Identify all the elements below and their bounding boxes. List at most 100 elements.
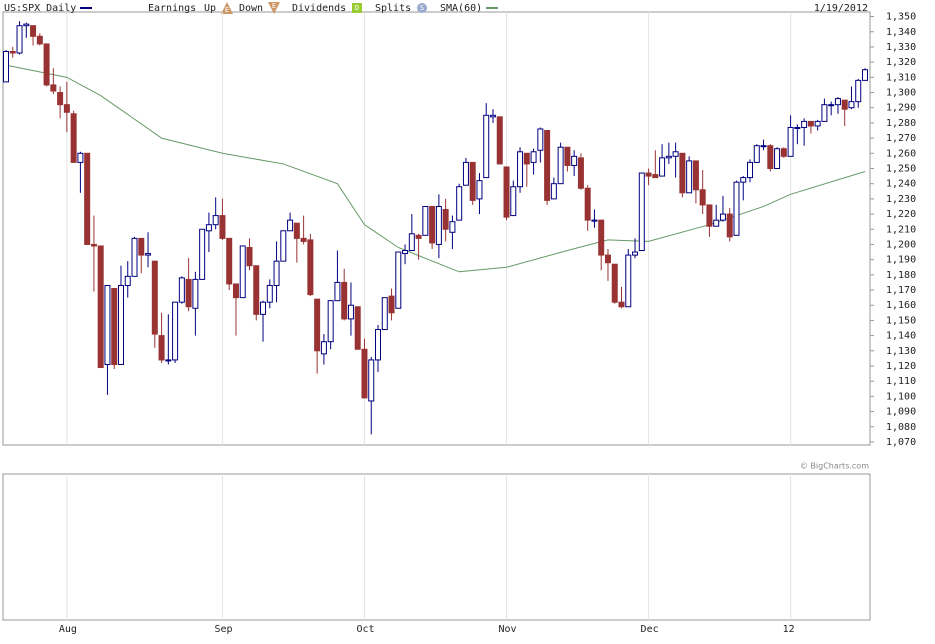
candle-body [314, 298, 321, 352]
candle-body [625, 254, 632, 308]
candle-body [395, 251, 402, 309]
candle-body [442, 209, 449, 230]
candle-body [469, 161, 476, 201]
y-tick-label: 1,340 [886, 27, 916, 38]
candle-body [456, 186, 463, 221]
candle-body [476, 180, 483, 200]
candle-body [104, 284, 111, 365]
candle-body [178, 277, 185, 303]
down-icon [268, 2, 280, 14]
candle-body [733, 181, 740, 236]
candle-body [158, 335, 165, 361]
candle-body [226, 237, 233, 285]
copyright: © BigCharts.com [800, 462, 869, 471]
candle-body [686, 160, 693, 194]
candle-body [814, 120, 821, 127]
candle-body [496, 116, 503, 165]
candle-body [429, 205, 436, 244]
candle-body [415, 234, 422, 239]
y-tick-label: 1,120 [886, 361, 916, 372]
candle-body [523, 152, 530, 165]
candle-body [43, 43, 50, 86]
y-tick-label: 1,170 [886, 285, 916, 296]
candle-body [706, 204, 713, 227]
candle-body [550, 183, 557, 200]
candle-body [84, 152, 91, 245]
candle-body [97, 245, 104, 369]
candle-body [618, 301, 625, 308]
candle-body [584, 187, 591, 221]
y-tick-label: 1,210 [886, 224, 916, 235]
candle-body [503, 166, 510, 218]
candle-body [483, 114, 490, 179]
candle-body [828, 104, 835, 107]
y-tick-label: 1,230 [886, 194, 916, 205]
candle-body [307, 239, 314, 296]
candle-body [381, 297, 388, 331]
candle-body [70, 113, 77, 163]
candle-body [36, 35, 43, 45]
candle-body [652, 174, 659, 179]
x-tick-label: Dec [641, 624, 659, 635]
candle-body [564, 146, 571, 166]
candle-body [375, 329, 382, 361]
candle-body [855, 79, 862, 103]
candle-body [232, 283, 239, 299]
candle-body [719, 213, 726, 221]
legend-earnings: Earnings [148, 3, 196, 14]
y-tick-label: 1,080 [886, 422, 916, 433]
candle-body [50, 84, 57, 92]
candle-body [807, 120, 814, 127]
dividends-icon-letter: D [355, 4, 359, 12]
candle-body [9, 51, 16, 54]
candle-body [530, 151, 537, 163]
candle-body [753, 145, 760, 163]
candle-body [124, 275, 131, 286]
candle-body [408, 233, 415, 252]
candle-body [280, 230, 287, 262]
candle-body [368, 359, 375, 402]
candle-body [165, 359, 172, 362]
candle-body [577, 157, 584, 189]
candle-body [30, 25, 37, 37]
candle-body [287, 219, 294, 232]
splits-icon-letter: S [420, 4, 424, 12]
plot-frame [2, 11, 871, 446]
y-tick-label: 1,160 [886, 300, 916, 311]
candle-body [699, 189, 706, 206]
candle-body [57, 92, 64, 106]
candle-body [672, 151, 679, 157]
candle-body [402, 250, 409, 255]
candle-body [510, 186, 517, 217]
x-tick-label: Oct [356, 624, 374, 635]
candle-body [117, 284, 124, 365]
y-tick-label: 1,310 [886, 72, 916, 83]
dividends-icon [352, 3, 362, 13]
candle-body [645, 172, 652, 177]
candle-body [713, 219, 720, 227]
candle-body [767, 145, 774, 169]
candle-body [489, 114, 496, 118]
candle-body [90, 243, 97, 247]
candle-body [679, 152, 686, 194]
candle-body [659, 157, 666, 177]
y-tick-label: 1,320 [886, 57, 916, 68]
splits-icon [417, 3, 427, 13]
legend-up: Up [204, 3, 216, 14]
candle-body [632, 251, 639, 256]
y-tick-label: 1,110 [886, 376, 916, 387]
candle-body [462, 161, 469, 186]
candle-body [151, 260, 158, 335]
candle-body [591, 219, 598, 222]
candle-body [638, 172, 645, 252]
candle-body [253, 265, 260, 315]
y-tick-label: 1,150 [886, 315, 916, 326]
candle-body [517, 151, 524, 188]
candle-body [219, 215, 226, 239]
x-tick-label: Sep [214, 624, 232, 635]
candle-body [794, 126, 801, 129]
candle-body [145, 253, 152, 256]
candle-body [557, 146, 564, 185]
y-tick-label: 1,090 [886, 407, 916, 418]
